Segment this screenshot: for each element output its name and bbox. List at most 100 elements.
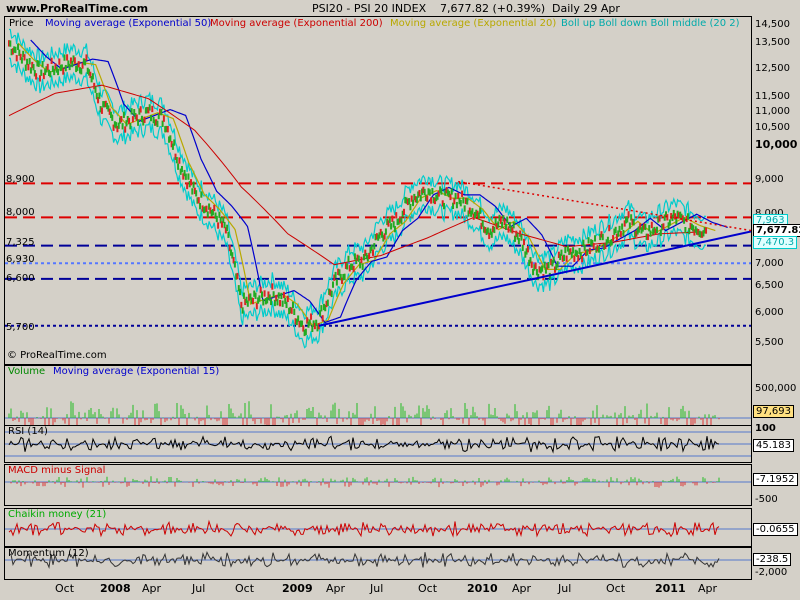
price-candle [631, 218, 634, 226]
price-candle [470, 210, 473, 217]
price-candle [245, 296, 248, 304]
price-candle [390, 223, 393, 230]
price-candle [348, 265, 351, 272]
price-candle [326, 299, 329, 306]
price-candle [48, 69, 51, 77]
price-candle [644, 223, 647, 231]
price-candle [510, 226, 513, 233]
price-candle [272, 291, 275, 298]
price-candle [467, 210, 470, 217]
price-candle [148, 104, 151, 111]
price-candle [441, 200, 444, 207]
price-candle [606, 236, 609, 244]
price-candle [228, 244, 231, 252]
price-candle [299, 320, 302, 327]
price-candle [146, 106, 149, 114]
price-candle [241, 307, 244, 314]
momentum-panel[interactable]: Momentum (12) [4, 547, 752, 580]
price-candle [53, 68, 56, 76]
legend-ema20: Moving average (Exponential 20) [390, 18, 557, 29]
price-candle [666, 214, 669, 221]
price-candle [264, 298, 267, 305]
price-candle [695, 228, 698, 235]
price-candle [113, 121, 116, 128]
price-candle [242, 292, 245, 299]
time-axis-label: Apr [326, 582, 346, 595]
volume-ma-title: Moving average (Exponential 15) [53, 366, 220, 377]
price-candle [100, 107, 103, 114]
price-candle [404, 196, 407, 204]
rsi-panel[interactable]: RSI (14) [4, 425, 752, 463]
price-candle [670, 213, 673, 220]
price-candle [286, 295, 289, 303]
chaikin-panel[interactable]: Chaikin money (21) [4, 508, 752, 547]
price-candle [650, 221, 653, 229]
price-candle [654, 228, 657, 235]
price-candle [40, 69, 43, 76]
price-candle [275, 294, 278, 302]
price-candle [619, 230, 622, 238]
price-candle [192, 181, 195, 188]
price-candle [577, 255, 580, 262]
price-tick: 10,000 [755, 138, 798, 151]
price-candle [68, 63, 71, 71]
price-candle [601, 233, 604, 241]
price-candle [156, 120, 159, 128]
level-label-6930: 6,930 [6, 254, 35, 265]
rsi-title: RSI (14) [8, 426, 48, 437]
price-candle [635, 230, 638, 237]
price-candle [417, 191, 420, 198]
price-axis: 14,500 13,500 12,500 11,500 11,000 10,50… [751, 16, 800, 365]
volume-title: Volume [8, 366, 46, 377]
price-candle [636, 228, 639, 235]
price-candle [306, 317, 309, 324]
price-candle [201, 205, 204, 212]
price-panel[interactable]: Price Moving average (Exponential 50) Mo… [4, 16, 752, 365]
site-name[interactable]: www.ProRealTime.com [6, 2, 149, 15]
level-label-5700: 5,700 [6, 322, 35, 333]
momentum-value-flag: -238.5 [753, 553, 792, 566]
price-candle [375, 233, 378, 240]
price-candle [446, 189, 449, 196]
price-candle [661, 223, 664, 231]
price-candle [89, 71, 92, 79]
price-candle [372, 249, 375, 256]
price-candle [529, 257, 532, 264]
price-candle [187, 173, 190, 180]
price-candle [471, 208, 474, 215]
legend-ema50: Moving average (Exponential 50) [45, 18, 212, 29]
price-candle [421, 188, 424, 195]
price-candle [639, 223, 642, 230]
price-candle [566, 245, 569, 252]
price-candle [162, 115, 165, 122]
price-candle [381, 231, 384, 238]
price-candle [592, 243, 595, 250]
price-candle [129, 123, 132, 130]
price-candle [248, 294, 251, 301]
price-candle [659, 229, 662, 237]
price-candle [551, 260, 554, 267]
price-candle [483, 226, 486, 233]
price-candle [475, 209, 478, 217]
rsi-tick: 100 [755, 423, 776, 434]
price-candle [147, 107, 150, 114]
price-candle [218, 211, 221, 218]
price-candle [698, 230, 701, 237]
macd-panel[interactable]: MACD minus Signal [4, 464, 752, 506]
price-candle [684, 227, 687, 234]
rsi-value-flag: 45.183 [753, 439, 794, 452]
volume-panel[interactable]: Volume Moving average (Exponential 15) [4, 365, 752, 426]
price-candle [17, 43, 20, 50]
price-candle [494, 218, 497, 225]
price-candle [590, 239, 593, 246]
price-candle [328, 288, 331, 295]
price-candle [322, 303, 325, 311]
price-candle [58, 58, 61, 65]
frequency-date: Daily 29 Apr [552, 2, 620, 15]
price-candle [526, 246, 529, 253]
price-candle [690, 223, 693, 231]
price-candle [557, 251, 560, 258]
price-candle [648, 225, 651, 232]
price-candle [573, 255, 576, 262]
price-candle [103, 101, 106, 108]
